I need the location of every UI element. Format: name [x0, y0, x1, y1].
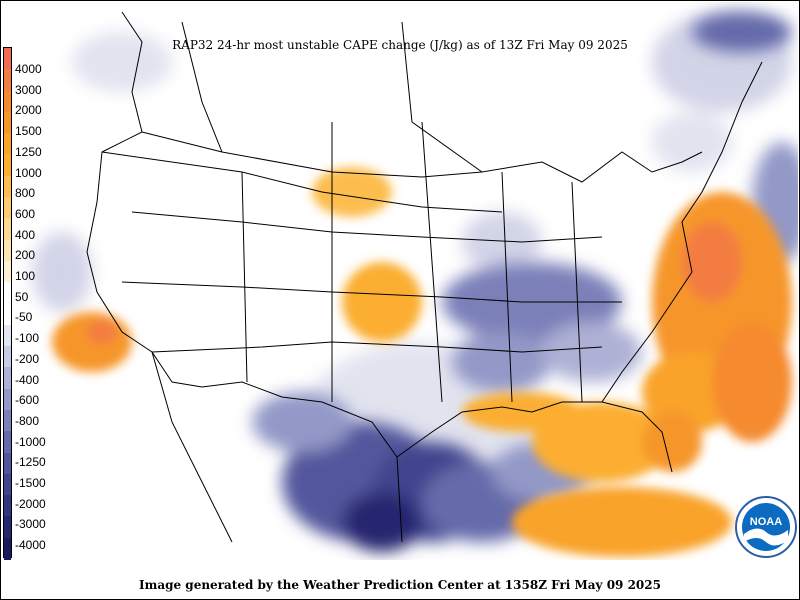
- colorbar-segment: [4, 303, 11, 326]
- noaa-logo: NOAA: [735, 496, 797, 558]
- map-title: RAP32 24-hr most unstable CAPE change (J…: [172, 38, 628, 52]
- colorbar-label: 3000: [15, 82, 42, 97]
- colorbar-label: -1500: [15, 476, 46, 490]
- colorbar-segment: [4, 48, 11, 70]
- colorbar-label: -400: [15, 372, 40, 387]
- footer-credit: Image generated by the Weather Predictio…: [139, 578, 661, 592]
- colorbar-segment: [4, 133, 11, 156]
- colorbar: [3, 47, 12, 560]
- colorbar-segment: [4, 154, 11, 177]
- colorbar-label: 100: [15, 269, 36, 283]
- colorbar-label: 4000: [15, 62, 42, 76]
- colorbar-label: -100: [15, 331, 40, 346]
- colorbar-label: -1250: [15, 455, 46, 470]
- colorbar-segment: [4, 69, 11, 92]
- colorbar-segment: [4, 175, 11, 198]
- colorbar-segment: [4, 409, 11, 432]
- colorbar-label: -1000: [15, 434, 46, 449]
- geographic-boundaries: [86, 11, 763, 543]
- colorbar-label: 2000: [15, 103, 42, 118]
- colorbar-segment: [4, 282, 11, 305]
- colorbar-segment: [4, 346, 11, 369]
- noaa-logo-text: NOAA: [750, 516, 782, 528]
- colorbar-segment: [4, 495, 11, 518]
- colorbar-label: -4000: [15, 538, 46, 553]
- colorbar-label: -3000: [15, 517, 46, 532]
- colorbar-segment: [4, 516, 11, 539]
- colorbar-segment: [4, 260, 11, 283]
- colorbar-label: -200: [15, 351, 40, 366]
- colorbar-segment: [4, 388, 11, 411]
- colorbar-segment: [4, 324, 11, 347]
- colorbar-label: -800: [15, 413, 40, 428]
- cape-change-map: [2, 2, 798, 560]
- colorbar-label: 1500: [15, 124, 42, 139]
- colorbar-segment: [4, 90, 11, 113]
- colorbar-label: 200: [15, 248, 36, 263]
- colorbar-label: -2000: [15, 496, 46, 511]
- colorbar-label: 400: [15, 227, 36, 242]
- colorbar-segment: [4, 111, 11, 134]
- colorbar-segment: [4, 537, 11, 560]
- colorbar-segment: [4, 239, 11, 262]
- colorbar-label: 1250: [15, 144, 42, 159]
- colorbar-segment: [4, 473, 11, 496]
- colorbar-label: 1000: [15, 165, 42, 180]
- colorbar-segment: [4, 218, 11, 241]
- colorbar-label: -600: [15, 393, 40, 408]
- colorbar-segment: [4, 431, 11, 454]
- colorbar-segment: [4, 367, 11, 390]
- colorbar-label: 800: [15, 186, 36, 201]
- colorbar-label: 600: [15, 206, 36, 221]
- colorbar-label: -50: [15, 310, 33, 325]
- colorbar-segment: [4, 197, 11, 220]
- colorbar-label: 50: [15, 289, 29, 304]
- colorbar-segment: [4, 452, 11, 475]
- map-canvas: [32, 11, 798, 557]
